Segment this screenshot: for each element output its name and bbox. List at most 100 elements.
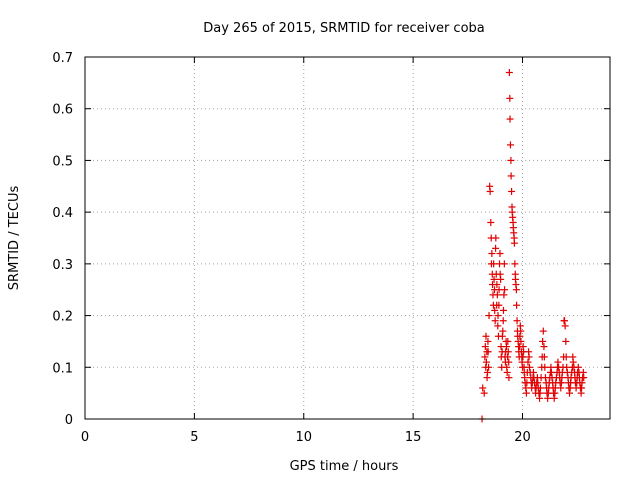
data-point	[578, 379, 586, 387]
y-tick-label: 0.5	[52, 154, 73, 169]
data-point	[507, 172, 515, 180]
data-point	[506, 115, 514, 123]
data-point	[519, 353, 527, 361]
data-point	[506, 141, 514, 149]
data-point	[485, 363, 493, 371]
x-tick-label: 15	[405, 430, 422, 445]
data-point	[569, 358, 577, 366]
data-point	[495, 301, 503, 309]
data-point	[492, 234, 500, 242]
data-point	[482, 332, 490, 340]
data-point	[481, 353, 489, 361]
data-point	[491, 306, 499, 314]
data-point	[562, 353, 570, 361]
data-point	[490, 275, 498, 283]
data-point	[499, 327, 507, 335]
data-point	[566, 389, 574, 397]
data-point	[485, 312, 493, 320]
data-point	[496, 250, 504, 258]
data-point	[540, 343, 548, 351]
data-point	[484, 348, 492, 356]
data-point	[505, 358, 513, 366]
data-point	[562, 337, 570, 345]
data-point	[479, 384, 487, 392]
data-point	[517, 327, 525, 335]
data-point	[513, 301, 521, 309]
data-point	[501, 286, 509, 294]
y-tick-label: 0.1	[52, 361, 73, 376]
data-points	[478, 69, 588, 423]
data-point	[484, 337, 492, 345]
data-point	[554, 358, 562, 366]
data-point	[513, 317, 521, 325]
chart-title: Day 265 of 2015, SRMTID for receiver cob…	[203, 21, 485, 36]
data-point	[482, 358, 490, 366]
data-point	[561, 317, 568, 325]
data-point	[557, 384, 565, 392]
data-point	[486, 187, 494, 195]
x-axis-label: GPS time / hours	[290, 459, 399, 474]
data-point	[487, 218, 495, 226]
data-point	[541, 363, 549, 371]
data-point	[580, 374, 588, 382]
y-tick-label: 0	[65, 413, 73, 428]
data-point	[506, 94, 514, 102]
grid-lines	[85, 57, 610, 419]
data-point	[550, 394, 558, 402]
data-point	[490, 260, 498, 268]
data-point	[480, 389, 488, 397]
data-point	[499, 306, 507, 314]
y-tick-label: 0.6	[52, 103, 73, 118]
data-point	[491, 317, 499, 325]
x-tick-label: 20	[514, 430, 531, 445]
data-point	[504, 337, 512, 345]
data-point	[504, 348, 512, 356]
data-point	[536, 384, 544, 392]
data-point	[510, 239, 518, 247]
y-axis: 0 0.1 0.2 0.3 0.4 0.5 0.6 0.7	[52, 51, 610, 428]
x-axis: 0 5 10 15 20	[81, 57, 531, 445]
data-point	[522, 384, 530, 392]
data-point	[522, 389, 530, 397]
data-point	[503, 368, 511, 376]
y-tick-label: 0.4	[52, 206, 73, 221]
y-tick-label: 0.3	[52, 258, 73, 273]
data-point	[505, 69, 513, 77]
data-point	[507, 156, 515, 164]
data-point	[500, 291, 508, 299]
data-point	[516, 332, 524, 340]
data-point	[484, 368, 491, 376]
data-point	[561, 322, 569, 330]
x-tick-label: 0	[81, 430, 89, 445]
data-point	[503, 343, 511, 351]
y-tick-label: 0.7	[52, 51, 73, 66]
data-point	[493, 291, 501, 299]
y-axis-label: SRMTID / TECUs	[7, 186, 22, 291]
x-tick-label: 5	[190, 430, 198, 445]
data-point	[511, 260, 519, 268]
data-point	[517, 337, 525, 345]
data-point	[488, 250, 496, 258]
plot-frame	[84, 56, 611, 420]
data-point	[574, 363, 582, 371]
data-point	[524, 358, 532, 366]
data-point	[497, 275, 505, 283]
data-point	[539, 337, 547, 345]
data-point	[505, 374, 513, 382]
data-point	[494, 312, 502, 320]
data-point	[525, 353, 533, 361]
x-tick-label: 10	[295, 430, 312, 445]
data-point	[481, 343, 489, 351]
y-tick-label: 0.2	[52, 310, 73, 325]
data-point	[492, 244, 500, 252]
data-point	[494, 322, 502, 330]
data-point	[540, 353, 548, 361]
data-point	[526, 363, 533, 371]
data-point	[539, 327, 547, 335]
data-point	[500, 260, 508, 268]
data-point	[504, 353, 512, 361]
data-point	[544, 394, 552, 402]
data-point	[512, 286, 520, 294]
data-point	[508, 187, 516, 195]
